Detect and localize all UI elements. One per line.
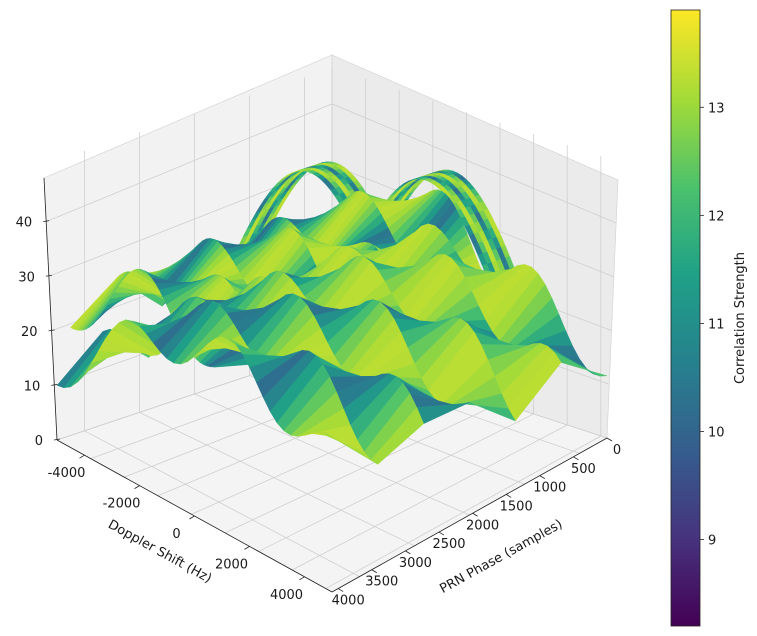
z-tick-mark <box>45 274 52 277</box>
z-tick-mark <box>43 220 50 223</box>
y-gridline <box>325 155 602 589</box>
y-tick-label: 500 <box>571 462 596 477</box>
y-tick-label: 2500 <box>432 537 465 552</box>
colorbar-tick-label: 12 <box>708 209 725 224</box>
x-axis-label: Doppler Shift (Hz) <box>105 517 214 586</box>
y-tick-label: 4000 <box>332 594 365 609</box>
y-tick-mark <box>472 512 478 517</box>
z-tick-label: 20 <box>21 325 38 340</box>
z-axis-line <box>43 177 58 441</box>
y-tick-label: 3500 <box>365 575 398 590</box>
y-gridline <box>258 133 535 552</box>
y-tick-mark <box>606 437 613 442</box>
z-tick-label: 0 <box>35 434 43 449</box>
z-tick-mark <box>48 329 55 332</box>
y-axis-line <box>331 437 608 593</box>
z-tick-mark <box>53 438 61 441</box>
x-tick-mark <box>189 515 195 520</box>
y-tick-label: 0 <box>613 443 621 458</box>
y-tick-mark <box>438 531 445 536</box>
y-tick-mark <box>539 475 546 479</box>
surface-3 <box>56 223 608 465</box>
x-tick-label: -4000 <box>48 466 86 481</box>
y-tick-label: 2000 <box>466 518 499 533</box>
y-tick-mark <box>405 550 411 555</box>
x-tick-mark <box>244 546 250 550</box>
surface-facet <box>325 432 378 465</box>
colorbar-tick-label: 9 <box>708 534 716 549</box>
colorbar-tick-label: 10 <box>708 425 725 440</box>
x-tick-mark <box>134 485 140 489</box>
x-tick-mark <box>299 576 305 581</box>
y-tick-mark <box>505 494 512 498</box>
surfaces <box>56 161 608 465</box>
y-tick-label: 1000 <box>533 481 566 496</box>
colorbar <box>670 9 701 627</box>
y-tick-label: 1500 <box>500 499 533 514</box>
x-tick-label: 4000 <box>270 588 303 603</box>
colorbar-tick-label: 13 <box>708 101 725 116</box>
x-tick-label: 0 <box>172 527 180 542</box>
z-tick-label: 30 <box>18 270 35 285</box>
z-tick-label: 10 <box>24 379 41 394</box>
x-tick-label: 2000 <box>215 557 248 572</box>
colorbar-label: Correlation Strength <box>733 252 748 384</box>
x-tick-mark <box>79 454 85 459</box>
y-tick-mark <box>337 588 344 592</box>
z-tick-mark <box>51 384 58 386</box>
z-tick-label: 40 <box>16 216 33 231</box>
y-axis-label: PRN Phase (samples) <box>437 517 565 597</box>
y-tick-mark <box>371 569 377 574</box>
colorbar-ticks: 9 10 11 12 13 <box>700 101 725 549</box>
y-tick-mark <box>573 456 579 461</box>
x-tick-label: -2000 <box>103 497 141 512</box>
colorbar-tick-label: 11 <box>708 317 725 332</box>
y-tick-label: 3000 <box>399 556 432 571</box>
tick-labels: 0 10 20 30 40 -4000 -2000 0 2000 4000 0 500 10001500… <box>16 216 622 609</box>
y-gridline <box>292 144 568 571</box>
